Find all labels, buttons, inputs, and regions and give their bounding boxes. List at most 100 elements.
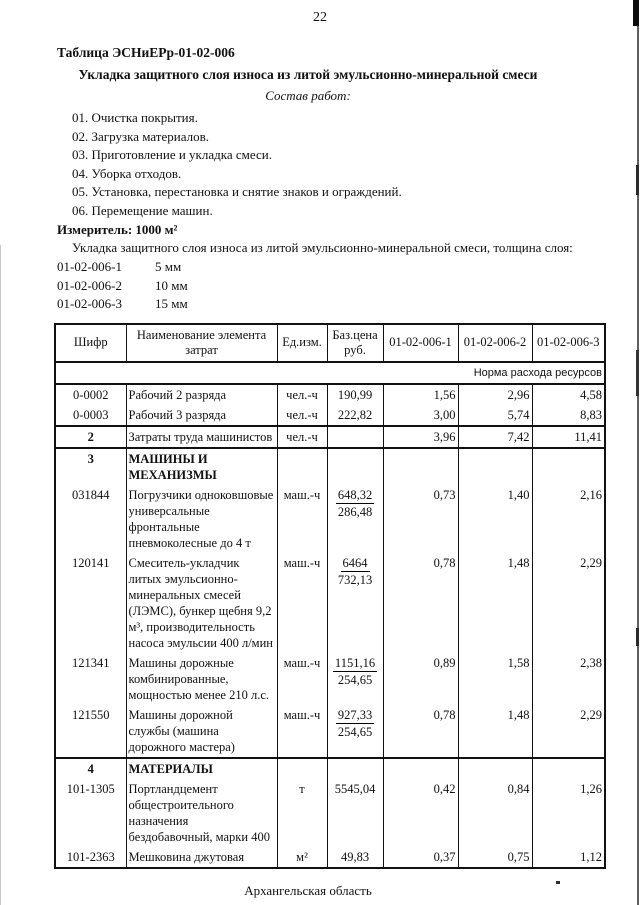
cell-unit: м²: [276, 846, 328, 868]
work-item: 06. Перемещение машин.: [72, 202, 213, 218]
cell-code: 121341: [54, 652, 127, 705]
price-numerator: 927,33: [335, 707, 375, 724]
cell-unit: маш.-ч: [276, 704, 328, 759]
variant-thickness: 15 мм: [155, 296, 188, 311]
scan-artifact-dot: [556, 881, 560, 884]
cell-norm-value: 0,78: [382, 704, 459, 759]
cell-norm-value: 1,26: [531, 778, 606, 847]
variant-line: 01-02-006-1 5 мм: [57, 258, 640, 277]
column-header: Ед.изм.: [276, 323, 328, 363]
cell-norm-value: 0,78: [382, 552, 459, 653]
variant-thickness: 10 мм: [155, 277, 188, 293]
cell-norm-value: [382, 757, 459, 779]
table-row: 101-1305 Портландцемент общестроительного…: [54, 778, 606, 847]
cell-norm-value: 7,42: [457, 425, 533, 449]
variant-line: 01-02-006-2 10 мм: [57, 277, 640, 296]
cell-unit: маш.-ч: [276, 484, 328, 553]
cell-norm-value: 1,12: [531, 846, 606, 868]
cell-code: 121550: [54, 704, 127, 759]
cell-name: МАТЕРИАЛЫ: [125, 757, 278, 779]
cell-norm-value: 2,38: [531, 652, 606, 705]
cell-norm-value: 2,16: [531, 484, 606, 553]
work-item: 05. Установка, перестановка и снятие зна…: [72, 184, 402, 199]
cell-norm-value: 1,48: [457, 552, 533, 653]
scan-artifact-dash: [636, 628, 639, 646]
variant-thickness: 5 мм: [155, 259, 182, 274]
table-row: 0-0003 Рабочий 3 разряда чел.-ч 222,82 3,00 5…: [54, 404, 606, 427]
cell-unit: т: [276, 778, 328, 847]
cell-base-price: 648,32 286,48: [326, 484, 384, 553]
cell-norm-value: 8,83: [531, 404, 606, 427]
cell-name: Портландцемент общестроительного назначе…: [125, 778, 278, 847]
scan-artifact-left-line: [0, 245, 1, 905]
table-row: 121550 Машины дорожной службы (машина дор…: [54, 704, 606, 759]
cell-unit: маш.-ч: [276, 652, 328, 705]
scan-artifact-corner-mark: [633, 0, 639, 26]
table-row: 4 МАТЕРИАЛЫ: [54, 757, 606, 779]
column-header: Шифр: [54, 323, 127, 363]
cell-norm-value: 1,58: [457, 652, 533, 705]
table-row: 120141 Смеситель-укладчик литых эмульсион…: [54, 552, 606, 653]
cell-norm-value: 1,40: [457, 484, 533, 553]
cell-base-price: 6464 732,13: [326, 552, 384, 653]
work-item: 01. Очистка покрытия.: [72, 110, 198, 125]
cell-base-price: 1151,16 254,65: [326, 652, 384, 705]
cell-norm-value: 4,58: [531, 383, 606, 405]
scan-artifact-right-line: [637, 0, 639, 905]
cell-norm-value: 2,29: [531, 704, 606, 759]
price-denominator: 254,65: [337, 672, 373, 687]
price-denominator: 732,13: [337, 572, 373, 587]
cell-code: 120141: [54, 552, 127, 653]
price-numerator: 6464: [340, 555, 370, 572]
variant-code: 01-02-006-2: [57, 277, 122, 293]
cell-norm-value: 0,42: [382, 778, 459, 847]
cell-unit: [276, 757, 328, 779]
column-header: 01-02-006-2: [457, 323, 533, 363]
price-denominator: 286,48: [337, 504, 373, 519]
cell-name: Рабочий 2 разряда: [125, 383, 278, 405]
cell-norm-value: 3,00: [382, 404, 459, 427]
cell-norm-value: [457, 447, 533, 485]
cell-base-price: 927,33 254,65: [326, 704, 384, 759]
cell-code: 3: [54, 447, 127, 485]
footer-region-label: Архангельская область: [244, 882, 372, 898]
cell-unit: чел.-ч: [276, 404, 328, 427]
work-item: 03. Приготовление и укладка смеси.: [72, 147, 272, 162]
table-row: 3 МАШИНЫ И МЕХАНИЗМЫ: [54, 447, 606, 485]
cell-norm-value: 0,89: [382, 652, 459, 705]
cell-base-price: [326, 447, 384, 485]
cell-norm-value: 0,37: [382, 846, 459, 868]
cell-code: 101-2363: [54, 846, 127, 868]
measure-label: Измеритель: 1000 м²: [57, 222, 178, 237]
column-header: 01-02-006-3: [531, 323, 606, 363]
page-title: Укладка защитного слоя износа из литой э…: [78, 67, 538, 82]
cell-norm-value: 11,41: [531, 425, 606, 449]
table-row: 031844 Погрузчики одноковшовые универсаль…: [54, 484, 606, 553]
price-numerator: 1151,16: [332, 655, 378, 672]
cell-name: Машины дорожной службы (машина дорожного…: [125, 704, 278, 759]
table-row: 2 Затраты труда машинистов чел.-ч 3,96 7,42 1…: [54, 425, 606, 449]
cell-name: Рабочий 3 разряда: [125, 404, 278, 427]
table-label: Таблица ЭСНиЕРр-01-02-006: [57, 45, 235, 60]
works-heading: Состав работ:: [265, 88, 351, 103]
cell-norm-value: 2,96: [457, 383, 533, 405]
work-item: 04. Уборка отходов.: [72, 165, 182, 181]
price-numerator: 648,32: [335, 487, 375, 504]
cell-norm-value: [531, 757, 606, 779]
column-header: Наименование элемента затрат: [125, 323, 278, 363]
cell-code: 2: [54, 425, 127, 449]
column-header: 01-02-006-1: [382, 323, 459, 363]
cell-norm-value: 2,29: [531, 552, 606, 653]
variant-line: 01-02-006-3 15 мм: [57, 295, 640, 314]
cell-code: 4: [54, 757, 127, 779]
variants-list: 01-02-006-1 5 мм 01-02-006-2 10 мм 01-02-006…: [57, 258, 640, 314]
scan-artifact-dash: [636, 350, 639, 396]
cell-norm-value: 1,48: [457, 704, 533, 759]
cell-unit: [276, 447, 328, 485]
price-denominator: 254,65: [337, 724, 373, 739]
cell-unit: чел.-ч: [276, 383, 328, 405]
variants-intro: Укладка защитного слоя износа из литой э…: [72, 240, 573, 255]
cell-base-price: [326, 425, 384, 449]
page-number: 22: [313, 10, 327, 25]
subheader-norma-raskhoda: Норма расхода ресурсов: [54, 361, 606, 385]
